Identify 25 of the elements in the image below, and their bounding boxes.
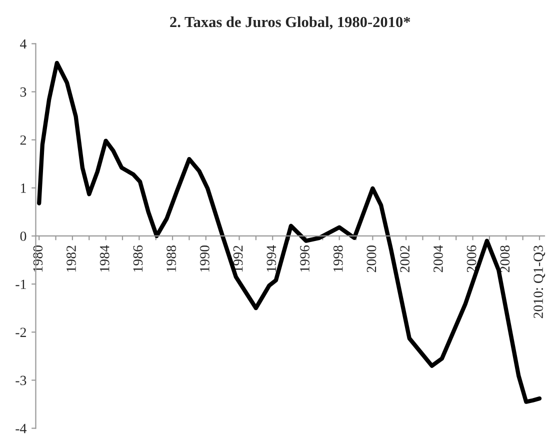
x-tick-label: 2006 xyxy=(466,245,476,272)
x-tick-label: 2004 xyxy=(434,245,443,272)
x-tick-label: 2000 xyxy=(366,246,376,272)
x-tick-label: 2010: Q1-Q3 xyxy=(534,246,546,318)
y-tick-label: 0 xyxy=(20,232,26,241)
y-tick-label: 1 xyxy=(21,184,26,193)
x-tick-label: 1992 xyxy=(233,246,243,272)
y-tick-label: 2 xyxy=(20,135,26,145)
y-tick-label: -1 xyxy=(16,280,26,289)
x-tick-label: 2008 xyxy=(500,246,510,272)
chart-title: 2. Taxas de Juros Global, 1980-2010* xyxy=(170,16,410,30)
x-tick-label: 1990 xyxy=(200,246,210,272)
x-tick-label: 1982 xyxy=(66,246,76,272)
x-tick-label: 1986 xyxy=(133,245,143,272)
x-tick-label: 1998 xyxy=(333,246,343,272)
y-tick-label: -4 xyxy=(16,424,27,434)
y-tick-label: -3 xyxy=(16,376,26,386)
y-tick-label: 4 xyxy=(20,39,27,49)
y-tick-label: -2 xyxy=(16,328,26,337)
x-tick-label: 2002 xyxy=(400,246,410,272)
y-tick-label: 3 xyxy=(20,87,26,97)
x-tick-label: 1988 xyxy=(166,246,176,272)
x-tick-label: 1996 xyxy=(300,245,310,272)
x-tick-label: 1994 xyxy=(266,245,276,272)
x-tick-label: 1984 xyxy=(100,245,110,272)
